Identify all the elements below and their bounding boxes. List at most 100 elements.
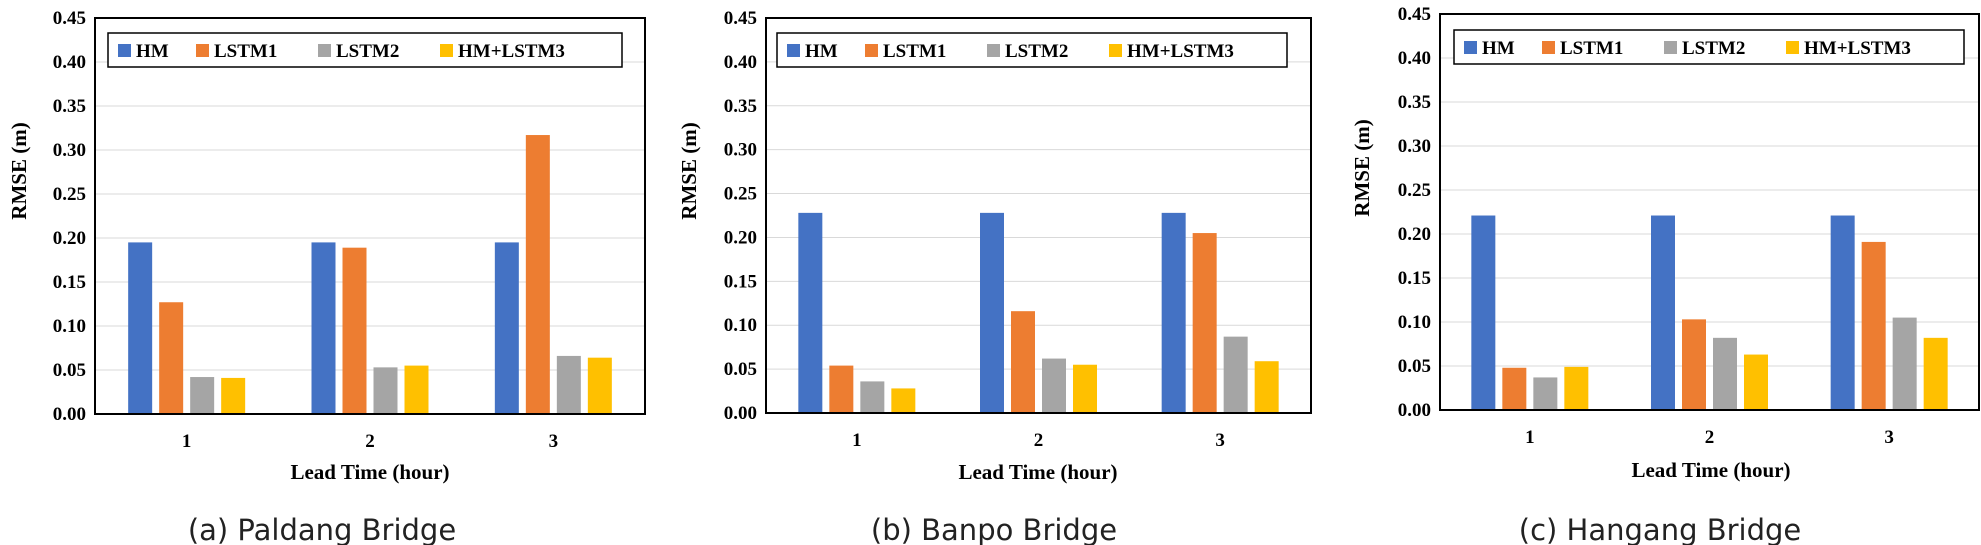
bar-hm-lstm3-2 <box>1744 354 1768 410</box>
bar-hm-1 <box>128 242 153 414</box>
bar-lstm2-1 <box>190 377 215 414</box>
y-tick-label: 0.25 <box>724 184 757 205</box>
bar-hm-lstm3-3 <box>1254 361 1279 413</box>
y-tick-label: 0.00 <box>724 403 757 424</box>
legend-label: HM+LSTM3 <box>1127 41 1234 62</box>
y-tick-label: 0.00 <box>53 404 86 425</box>
bar-hm-3 <box>1161 212 1186 413</box>
y-axis-title: RMSE (m) <box>677 122 701 219</box>
legend-box <box>1453 29 1965 65</box>
bar-lstm2-3 <box>1223 336 1248 413</box>
y-tick-label: 0.35 <box>724 96 757 117</box>
x-tick-label: 2 <box>365 431 375 452</box>
panel-c: RMSE (m) Lead Time (hour) (c) Hangang Br… <box>1350 4 1980 545</box>
y-tick-label: 0.35 <box>53 96 86 117</box>
x-tick-label: 3 <box>549 431 559 452</box>
bar-hm-2 <box>1651 215 1675 410</box>
y-tick-label: 0.25 <box>1398 180 1431 201</box>
panel-caption: (c) Hangang Bridge <box>1519 513 1801 545</box>
y-tick-label: 0.35 <box>1398 92 1431 113</box>
bar-hm-3 <box>1830 215 1855 410</box>
y-tick-label: 0.30 <box>53 140 86 161</box>
y-tick-label: 0.15 <box>1398 268 1431 289</box>
bar-lstm2-2 <box>1042 358 1066 413</box>
bar-lstm2-3 <box>556 355 581 414</box>
y-tick-label: 0.30 <box>724 140 757 161</box>
legend-swatch <box>1109 44 1122 57</box>
legend: HM LSTM1 LSTM2 HM+LSTM3 <box>1453 29 1965 65</box>
x-axis-title: Lead Time (hour) <box>958 460 1117 484</box>
bar-lstm1-3 <box>1861 241 1886 410</box>
y-tick-label: 0.00 <box>1398 400 1431 421</box>
y-tick-label: 0.45 <box>1398 4 1431 25</box>
legend-swatch <box>118 44 131 57</box>
bar-hm-1 <box>1471 215 1496 410</box>
legend-swatch <box>865 44 878 57</box>
bar-lstm1-2 <box>342 247 367 414</box>
bar-hm-lstm3-1 <box>891 388 916 413</box>
y-tick-label: 0.45 <box>724 8 757 29</box>
legend-swatch <box>440 44 453 57</box>
y-tick-label: 0.25 <box>53 184 86 205</box>
bar-hm-lstm3-1 <box>1564 366 1589 410</box>
bar-hm-lstm3-2 <box>1073 364 1097 413</box>
legend-swatch <box>1542 41 1555 54</box>
y-tick-label: 0.20 <box>724 227 757 248</box>
x-tick-label: 3 <box>1215 430 1225 451</box>
plot-frame <box>765 17 1312 414</box>
legend-swatch <box>787 44 800 57</box>
bar-hm-lstm3-2 <box>404 365 429 414</box>
plot-frame <box>94 17 646 415</box>
y-tick-label: 0.15 <box>53 272 86 293</box>
legend-label: LSTM1 <box>1560 38 1623 59</box>
y-tick-label: 0.20 <box>1398 224 1431 245</box>
bar-hm-1 <box>798 212 823 413</box>
y-tick-label: 0.15 <box>724 271 757 292</box>
y-tick-label: 0.10 <box>1398 312 1431 333</box>
legend-label: HM+LSTM3 <box>1804 38 1911 59</box>
plot-frame <box>1439 13 1980 411</box>
bar-hm-lstm3-1 <box>221 377 246 414</box>
y-axis-title: RMSE (m) <box>7 122 31 219</box>
y-tick-label: 0.40 <box>1398 48 1431 69</box>
bar-lstm1-1 <box>159 302 184 414</box>
y-tick-label: 0.10 <box>53 316 86 337</box>
x-tick-label: 1 <box>182 431 192 452</box>
legend-swatch <box>1464 41 1477 54</box>
legend-label: LSTM2 <box>336 41 399 62</box>
bar-lstm1-2 <box>1682 319 1706 410</box>
legend-label: HM <box>1482 38 1515 59</box>
y-tick-label: 0.30 <box>1398 136 1431 157</box>
x-tick-label: 1 <box>852 430 862 451</box>
legend-label: HM <box>136 41 169 62</box>
y-tick-label: 0.20 <box>53 228 86 249</box>
y-tick-label: 0.10 <box>724 315 757 336</box>
legend-swatch <box>318 44 331 57</box>
legend-swatch <box>196 44 209 57</box>
y-tick-label: 0.05 <box>724 359 757 380</box>
legend-label: LSTM1 <box>883 41 946 62</box>
bar-lstm2-1 <box>1533 377 1558 410</box>
legend-swatch <box>1664 41 1677 54</box>
x-tick-label: 2 <box>1705 427 1715 448</box>
x-tick-label: 2 <box>1034 430 1044 451</box>
bar-lstm1-1 <box>1502 367 1527 410</box>
legend: HM LSTM1 LSTM2 HM+LSTM3 <box>776 32 1288 68</box>
panel-caption: (b) Banpo Bridge <box>871 513 1117 545</box>
legend: HM LSTM1 LSTM2 HM+LSTM3 <box>107 32 623 68</box>
legend-label: LSTM1 <box>214 41 277 62</box>
bar-hm-3 <box>494 242 519 414</box>
bar-lstm2-2 <box>1713 337 1737 410</box>
legend-box <box>107 32 623 68</box>
bar-hm-2 <box>311 242 336 414</box>
y-tick-label: 0.05 <box>53 360 86 381</box>
x-axis-title: Lead Time (hour) <box>290 460 449 484</box>
panel-a: RMSE (m) Lead Time (hour) (a) Paldang Br… <box>7 8 646 545</box>
bar-hm-lstm3-3 <box>587 357 612 414</box>
x-axis-title: Lead Time (hour) <box>1631 458 1790 482</box>
bar-lstm1-3 <box>1192 233 1217 413</box>
legend-label: LSTM2 <box>1682 38 1745 59</box>
legend-box <box>776 32 1288 68</box>
x-tick-label: 3 <box>1884 427 1894 448</box>
